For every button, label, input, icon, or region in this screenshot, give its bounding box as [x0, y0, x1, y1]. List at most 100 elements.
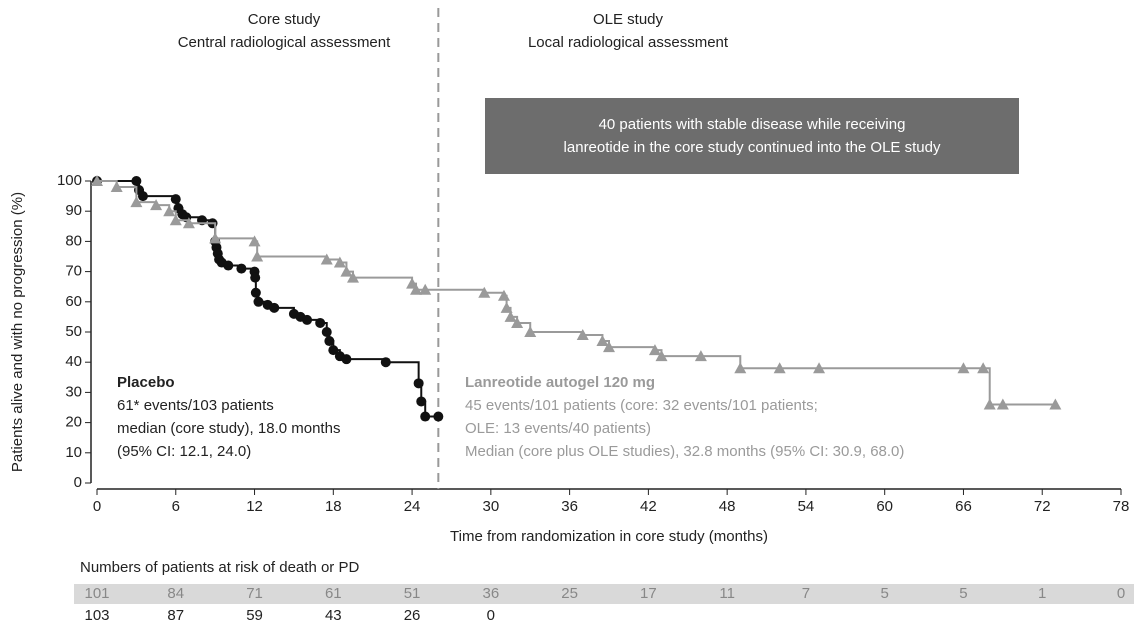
risk-count: 103: [84, 607, 109, 624]
box-text: 40 patients with stable disease while re…: [599, 116, 906, 133]
censor-marker: [333, 256, 346, 268]
risk-count: 51: [404, 585, 421, 602]
risk-count: 0: [1117, 585, 1125, 602]
header: Core study: [248, 11, 321, 28]
header: OLE study: [593, 11, 664, 28]
censor-marker: [321, 327, 332, 337]
box-text: lanreotide in the core study continued i…: [564, 139, 941, 156]
censor-marker: [497, 289, 510, 301]
censor-marker: [648, 344, 661, 356]
risk-count: 1: [1038, 585, 1046, 602]
legend-detail: OLE: 13 events/40 patients): [465, 420, 651, 437]
legend-label: Lanreotide autogel 120 mg: [465, 374, 655, 391]
risk-count: 25: [561, 585, 578, 602]
risk-count: 5: [959, 585, 967, 602]
censor-marker: [328, 345, 339, 356]
censor-marker: [576, 329, 589, 341]
x-tick-label: 0: [93, 498, 101, 515]
censor-marker: [416, 396, 427, 407]
censor-marker: [504, 310, 517, 322]
censor-marker: [983, 398, 996, 410]
censor-marker: [420, 411, 431, 422]
risk-band: [74, 584, 1134, 604]
censor-marker: [209, 232, 222, 244]
y-tick-label: 100: [57, 172, 82, 189]
risk-count: 84: [167, 585, 184, 602]
risk-count: 26: [404, 607, 421, 624]
censor-marker: [131, 176, 142, 186]
censor-marker: [315, 317, 326, 328]
x-tick-label: 6: [172, 498, 180, 515]
legend-detail: (95% CI: 12.1, 24.0): [117, 443, 251, 460]
censor-marker: [91, 175, 103, 186]
censor-marker: [500, 301, 513, 313]
y-axis-label: Patients alive and with no progression (…: [9, 192, 26, 472]
censor-marker: [251, 250, 264, 262]
x-tick-label: 24: [404, 498, 421, 515]
risk-count: 61: [325, 585, 342, 602]
censor-marker: [694, 350, 707, 362]
censor-marker: [478, 286, 491, 298]
censor-marker: [250, 287, 261, 298]
x-tick-label: 48: [719, 498, 736, 515]
risk-count: 5: [881, 585, 889, 602]
y-tick-label: 80: [65, 232, 82, 249]
x-tick-label: 30: [483, 498, 500, 515]
legend-detail: 61* events/103 patients: [117, 397, 274, 414]
censor-marker: [773, 362, 786, 374]
censor-marker: [596, 335, 609, 347]
info-box: [485, 98, 1019, 174]
censor-marker: [380, 357, 391, 368]
y-tick-label: 0: [74, 474, 82, 491]
legend-label: Placebo: [117, 374, 175, 391]
risk-count: 101: [84, 585, 109, 602]
risk-count: 59: [246, 607, 263, 624]
censor-marker: [341, 354, 352, 365]
y-tick-label: 30: [65, 383, 82, 400]
x-tick-label: 66: [955, 498, 972, 515]
censor-marker: [223, 260, 234, 271]
header: Central radiological assessment: [178, 34, 391, 51]
risk-count: 71: [246, 585, 263, 602]
censor-marker: [603, 341, 615, 353]
censor-marker: [996, 398, 1009, 410]
censor-marker: [410, 283, 423, 295]
censor-marker: [413, 378, 424, 389]
censor-marker: [169, 214, 182, 226]
risk-count: 17: [640, 585, 657, 602]
x-tick-label: 18: [325, 498, 342, 515]
censor-marker: [419, 283, 432, 295]
censor-marker: [347, 271, 359, 283]
censor-marker: [137, 191, 148, 202]
risk-count: 7: [802, 585, 810, 602]
header: Local radiological assessment: [528, 34, 729, 51]
censor-marker: [957, 362, 970, 374]
censor-marker: [734, 362, 747, 374]
censor-marker: [1049, 398, 1062, 410]
risk-count: 87: [167, 607, 184, 624]
risk-count: 0: [487, 607, 495, 624]
y-tick-label: 20: [65, 414, 82, 431]
legend-detail: Median (core plus OLE studies), 32.8 mon…: [465, 443, 904, 460]
risk-count: 11: [719, 585, 735, 602]
censor-marker: [250, 272, 261, 283]
y-tick-label: 10: [65, 444, 82, 461]
x-tick-label: 72: [1034, 498, 1051, 515]
y-tick-label: 90: [65, 202, 82, 219]
censor-marker: [248, 235, 261, 247]
censor-marker: [302, 314, 313, 325]
censor-marker: [236, 263, 247, 274]
censor-marker: [813, 362, 826, 374]
x-tick-label: 36: [561, 498, 578, 515]
y-tick-label: 70: [65, 263, 82, 280]
censor-marker: [524, 326, 537, 337]
censor-marker: [150, 199, 163, 211]
legend-detail: median (core study), 18.0 months: [117, 420, 340, 437]
risk-title: Numbers of patients at risk of death or …: [80, 559, 359, 576]
censor-marker: [340, 265, 353, 277]
censor-marker: [163, 205, 176, 217]
censor-marker: [130, 196, 143, 208]
censor-marker: [320, 253, 333, 265]
x-tick-label: 12: [246, 498, 263, 515]
